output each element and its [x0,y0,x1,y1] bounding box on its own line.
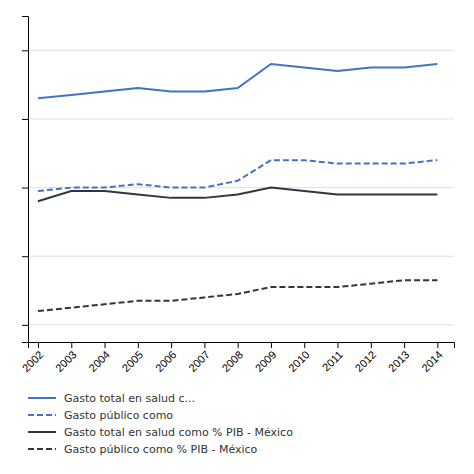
y-tick-mark [22,325,28,326]
y-tick-mark [22,256,28,257]
x-tick-mark [38,342,39,348]
x-tick-mark [204,342,205,348]
series-line [38,280,437,311]
y-tick [22,325,28,326]
x-tick-label: 2004 [86,348,112,374]
legend-item: Gasto público como [28,409,173,422]
x-tick-label: 2013 [386,348,412,374]
x-tick: 2011 [320,342,345,374]
lines [38,64,437,311]
x-tick-label: 2011 [320,348,345,373]
x-tick-mark [71,342,72,348]
y-tick [22,50,28,51]
x-tick: 2012 [352,342,378,374]
y-axis [22,17,29,343]
x-tick: 2010 [286,342,312,374]
legend-swatch [28,397,56,399]
x-tick: 2006 [153,342,179,374]
y-tick [22,256,28,257]
x-tick: 2009 [253,342,279,374]
grid-line [28,118,454,119]
y-tick [22,119,28,120]
grid-line [28,50,454,51]
x-tick-label: 2007 [186,348,212,374]
y-tick-mark [22,119,28,120]
x-axis: 2002 2003 2004 2005 2006 2007 2008 2009 2010 2011… [20,342,455,374]
x-tick-mark [271,342,272,348]
x-tick: 2003 [53,342,79,374]
series-line [38,188,437,202]
grid [28,50,454,325]
series-line [38,64,437,98]
x-tick-mark [171,342,172,348]
x-tick-mark [105,342,106,348]
x-tick: 2005 [120,342,146,374]
legend: Gasto total en salud c... Gasto público c… [28,392,293,456]
x-axis-line [29,343,455,349]
y-tick-mark [22,188,28,189]
legend-swatch [28,414,56,416]
x-tick-mark [404,342,405,348]
y-tick [22,188,28,189]
x-tick-label: 2012 [352,348,378,374]
legend-item: Gasto total en salud como % PIB - México [28,426,293,439]
x-tick-mark [138,342,139,348]
legend-swatch [28,431,56,433]
x-tick-mark [304,342,305,348]
x-tick: 2014 [419,342,445,374]
x-tick-label: 2014 [419,348,445,374]
x-tick-mark [338,342,339,348]
legend-label: Gasto total en salud c... [64,392,195,405]
x-tick: 2002 [20,342,46,374]
grid-line [28,256,454,257]
y-axis-line [22,17,29,343]
series-line [38,160,437,191]
x-tick: 2004 [86,342,112,374]
legend-item: Gasto público como % PIB - México [28,443,258,456]
x-tick-label: 2008 [219,348,245,374]
y-tick-mark [22,50,28,51]
legend-swatch [28,448,56,450]
chart: 2002 2003 2004 2005 2006 2007 2008 2009 2010 2011… [0,0,474,474]
grid-line [28,324,454,325]
x-tick-mark [437,342,438,348]
legend-label: Gasto público como % PIB - México [64,443,258,456]
x-tick-label: 2005 [120,348,146,374]
x-tick: 2008 [219,342,245,374]
x-tick-label: 2002 [20,348,46,374]
legend-label: Gasto total en salud como % PIB - México [64,426,293,439]
x-tick: 2013 [386,342,412,374]
legend-item: Gasto total en salud c... [28,392,195,405]
x-tick-mark [371,342,372,348]
x-tick-mark [238,342,239,348]
x-tick-label: 2006 [153,348,179,374]
plot: 2002 2003 2004 2005 2006 2007 2008 2009 2010 2011… [20,17,455,375]
x-tick-label: 2010 [286,348,312,374]
x-tick-label: 2009 [253,348,279,374]
x-tick-label: 2003 [53,348,79,374]
x-tick: 2007 [186,342,212,374]
legend-label: Gasto público como [64,409,173,422]
